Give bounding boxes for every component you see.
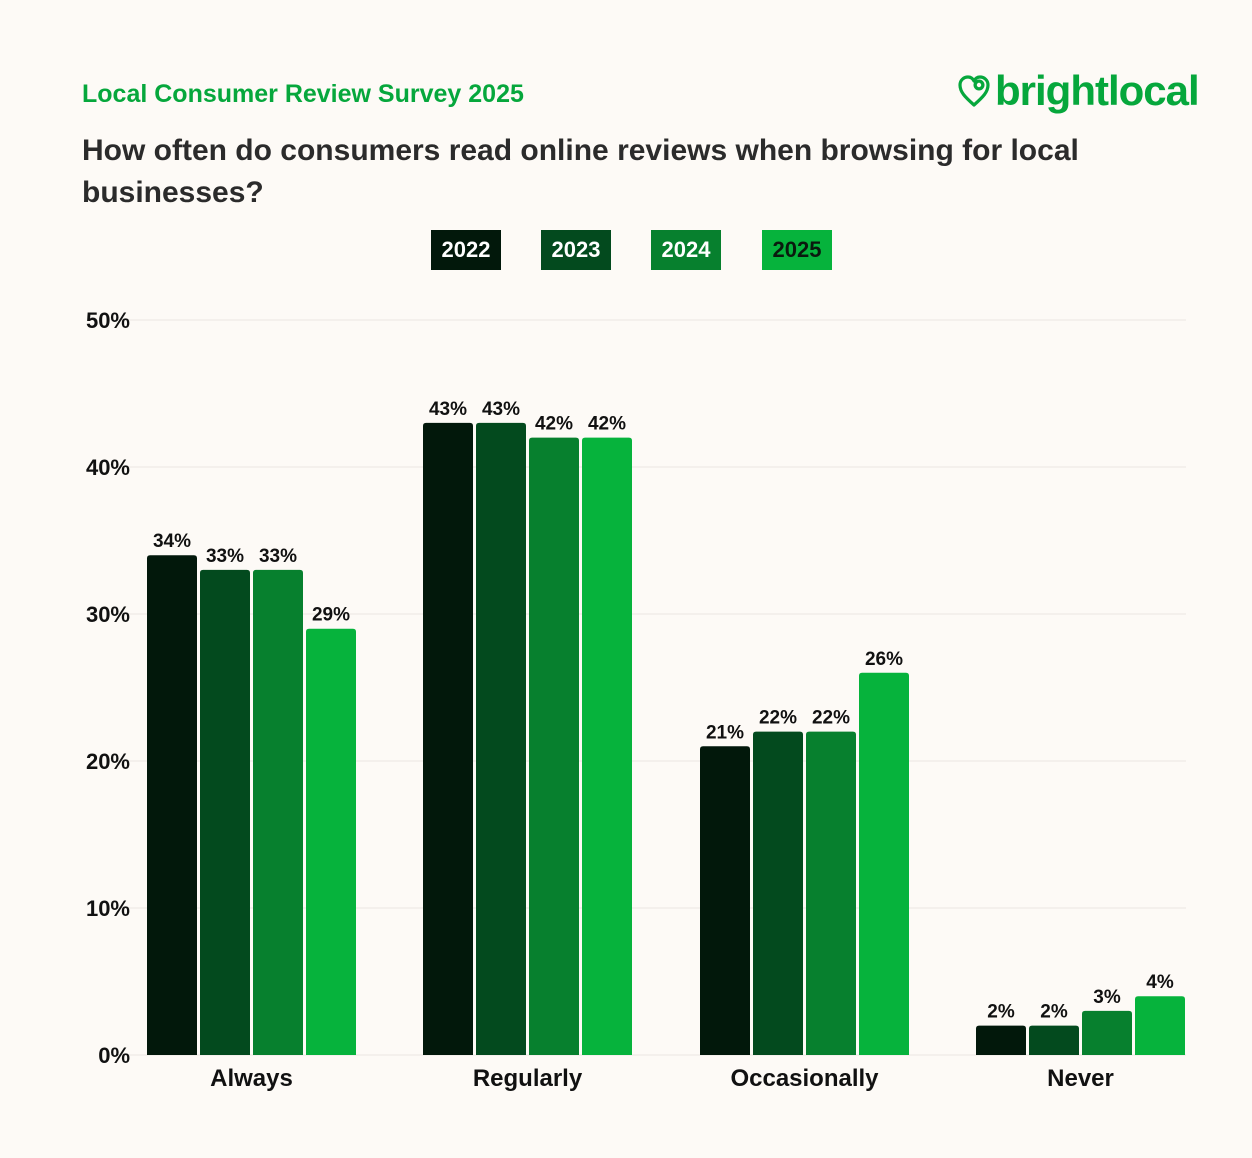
bar-occasionally-2023 — [753, 731, 803, 1055]
chart-legend: 2022 2023 2024 2025 — [0, 230, 1252, 270]
value-label: 33% — [206, 546, 244, 567]
bar-never-2025 — [1135, 996, 1185, 1055]
bar-always-2025 — [306, 628, 356, 1055]
legend-item-2022: 2022 — [431, 230, 501, 270]
bar-occasionally-2024 — [806, 731, 856, 1055]
bar-regularly-2022 — [423, 422, 473, 1055]
bar-never-2023 — [1029, 1025, 1079, 1055]
y-tick-label: 0% — [98, 1043, 130, 1068]
legend-item-2024: 2024 — [651, 230, 721, 270]
legend-item-2025: 2025 — [762, 230, 832, 270]
y-tick-label: 40% — [86, 455, 130, 480]
value-label: 33% — [259, 546, 297, 567]
bar-always-2024 — [253, 569, 303, 1055]
category-label: Never — [1047, 1065, 1114, 1092]
value-label: 43% — [482, 399, 520, 420]
category-label: Occasionally — [730, 1065, 879, 1092]
value-label: 2% — [1040, 1002, 1068, 1023]
bar-always-2022 — [147, 555, 197, 1055]
value-label: 43% — [429, 399, 467, 420]
value-label: 22% — [812, 708, 850, 729]
brand-logo: brightlocal — [957, 67, 1200, 114]
bar-occasionally-2022 — [700, 746, 750, 1055]
bar-never-2022 — [976, 1025, 1026, 1055]
y-tick-label: 50% — [86, 308, 130, 333]
value-label: 42% — [588, 414, 626, 435]
chart-question: How often do consumers read online revie… — [82, 134, 1079, 209]
heart-pin-icon — [957, 74, 991, 108]
category-label: Always — [210, 1065, 293, 1092]
survey-title: Local Consumer Review Survey 2025 — [82, 80, 524, 108]
value-label: 4% — [1146, 972, 1174, 993]
brand-name: brightlocal — [995, 67, 1200, 114]
value-label: 21% — [706, 722, 744, 743]
bar-regularly-2024 — [529, 437, 579, 1056]
y-tick-label: 10% — [86, 896, 130, 921]
value-label: 29% — [312, 605, 350, 626]
bar-never-2024 — [1082, 1010, 1132, 1055]
bar-occasionally-2025 — [859, 672, 909, 1055]
bar-regularly-2023 — [476, 422, 526, 1055]
value-label: 3% — [1093, 987, 1121, 1008]
value-label: 42% — [535, 414, 573, 435]
value-label: 22% — [759, 708, 797, 729]
y-tick-label: 30% — [86, 602, 130, 627]
value-label: 34% — [153, 531, 191, 552]
bar-always-2023 — [200, 569, 250, 1055]
bar-regularly-2025 — [582, 437, 632, 1056]
legend-item-2023: 2023 — [541, 230, 611, 270]
y-tick-label: 20% — [86, 749, 130, 774]
category-label: Regularly — [473, 1065, 583, 1092]
value-label: 26% — [865, 649, 903, 670]
value-label: 2% — [987, 1002, 1015, 1023]
